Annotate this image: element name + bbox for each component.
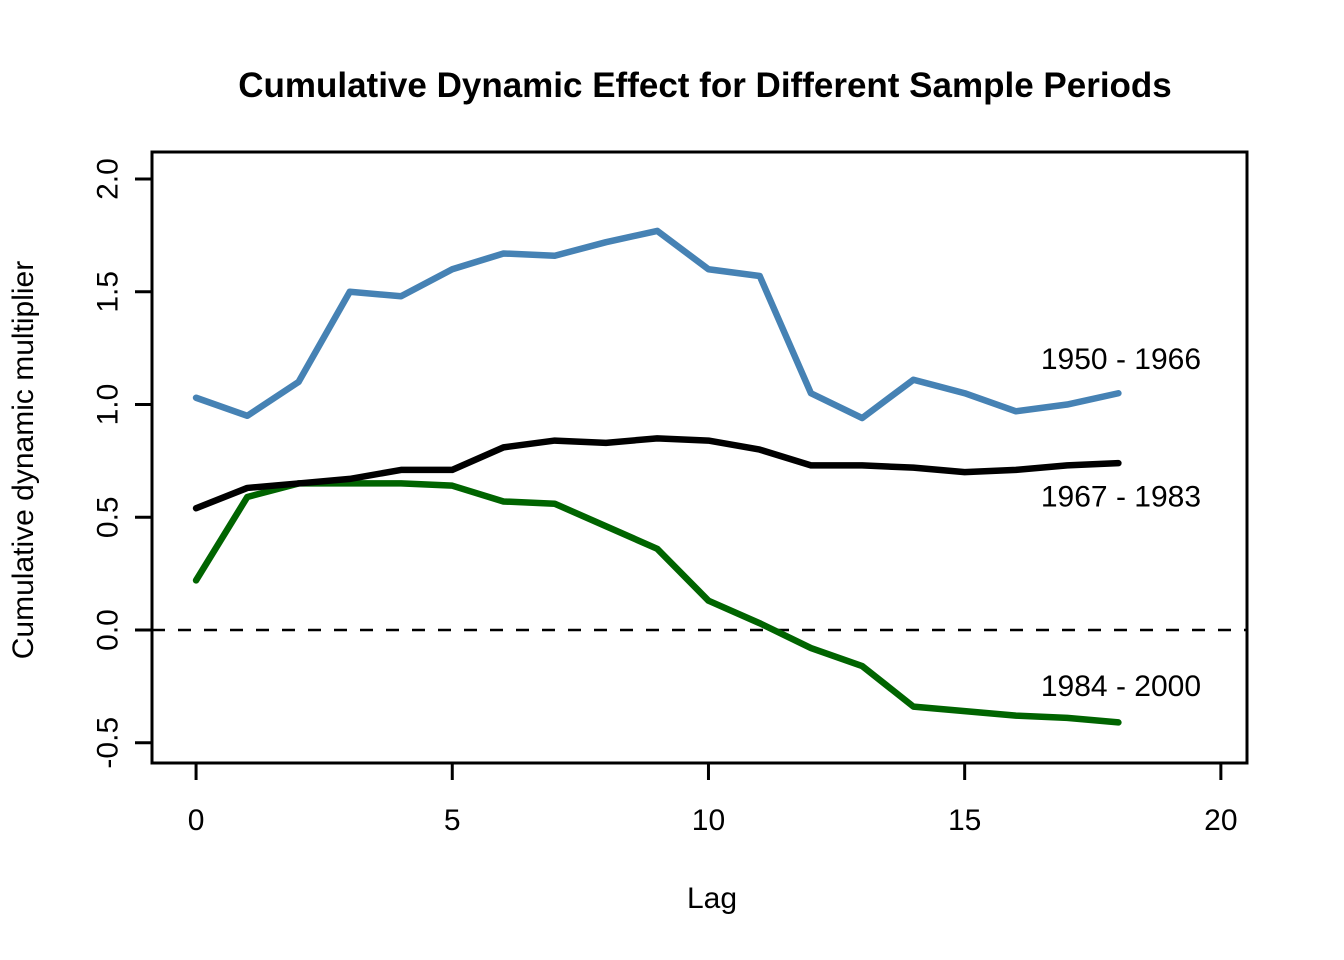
plot-border <box>150 150 1249 765</box>
chart-title: Cumulative Dynamic Effect for Different … <box>238 66 1172 105</box>
y-tick-label: -0.5 <box>92 717 125 769</box>
series-annotation: 1967 - 1983 <box>1041 480 1201 513</box>
series-annotation: 1984 - 2000 <box>1041 670 1201 703</box>
y-tick-label: 1.5 <box>92 271 125 313</box>
y-axis-label: Cumulative dynamic multiplier <box>7 261 40 659</box>
y-tick-label: 2.0 <box>92 158 125 200</box>
x-tick-label: 10 <box>692 804 725 837</box>
x-tick-label: 0 <box>188 804 205 837</box>
x-axis-ticks: 0 5 10 15 20 <box>188 763 1238 837</box>
series-line-1950-1966 <box>192 227 1122 422</box>
x-axis-label: Lag <box>687 882 737 915</box>
x-tick-label: 5 <box>444 804 461 837</box>
x-tick-label: 15 <box>948 804 981 837</box>
series-annotation: 1950 - 1966 <box>1041 343 1201 376</box>
series-line-1984-2000 <box>192 480 1122 726</box>
series-line-1967-1983 <box>192 435 1122 512</box>
data-series <box>192 227 1122 726</box>
series-labels: 1950 - 1966 1967 - 1983 1984 - 2000 <box>1041 343 1201 703</box>
y-tick-label: 0.0 <box>92 609 125 651</box>
y-tick-label: 1.0 <box>92 384 125 426</box>
y-tick-label: 0.5 <box>92 496 125 538</box>
x-tick-label: 20 <box>1204 804 1237 837</box>
y-axis-ticks: -0.5 0.0 0.5 1.0 1.5 2.0 <box>92 158 152 769</box>
